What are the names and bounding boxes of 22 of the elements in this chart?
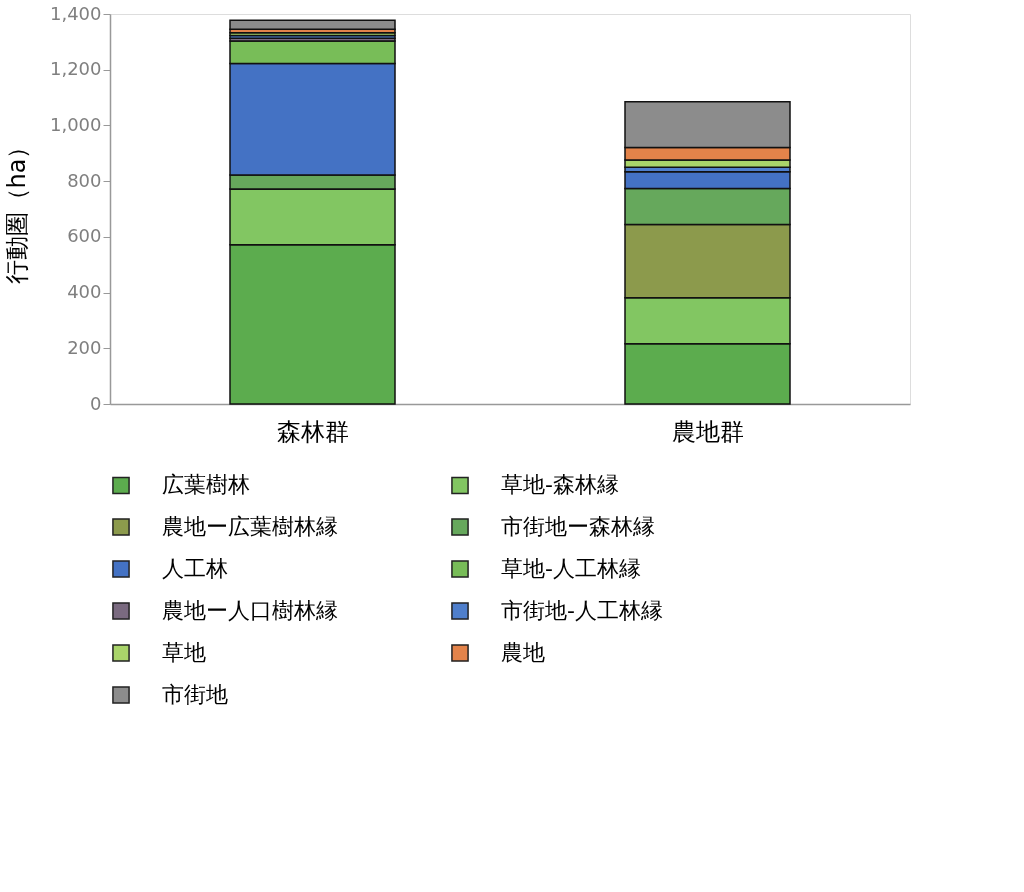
legend-label: 広葉樹林 (162, 472, 250, 498)
y-tick-label: 1,400 (49, 2, 102, 24)
y-tick-label: 0 (90, 392, 102, 414)
y-tick-label: 200 (67, 336, 102, 358)
legend-label: 市街地 (162, 682, 228, 707)
legend-label: 草地-森林縁 (501, 472, 619, 498)
legend-label: 農地ー人口樹林縁 (162, 598, 338, 623)
legend-label: 農地 (501, 640, 545, 665)
y-tick-label: 1,200 (49, 58, 102, 80)
x-tick-label: 森林群 (277, 417, 349, 446)
y-tick-label: 400 (67, 281, 102, 303)
legend-label: 草地 (162, 640, 206, 665)
y-axis-title: 行動圏（ha） (2, 134, 31, 285)
y-tick-label: 1,000 (49, 113, 102, 135)
y-tick-label: 600 (67, 225, 102, 247)
legend-label: 草地-人工林縁 (501, 556, 641, 581)
x-tick-label: 農地群 (672, 417, 744, 446)
legend-label: 人工林 (162, 556, 228, 581)
legend-label: 市街地-人工林縁 (501, 598, 663, 623)
legend-label: 市街地ー森林縁 (501, 514, 655, 539)
y-tick-label: 800 (67, 169, 102, 191)
legend-label: 農地ー広葉樹林縁 (162, 514, 338, 539)
